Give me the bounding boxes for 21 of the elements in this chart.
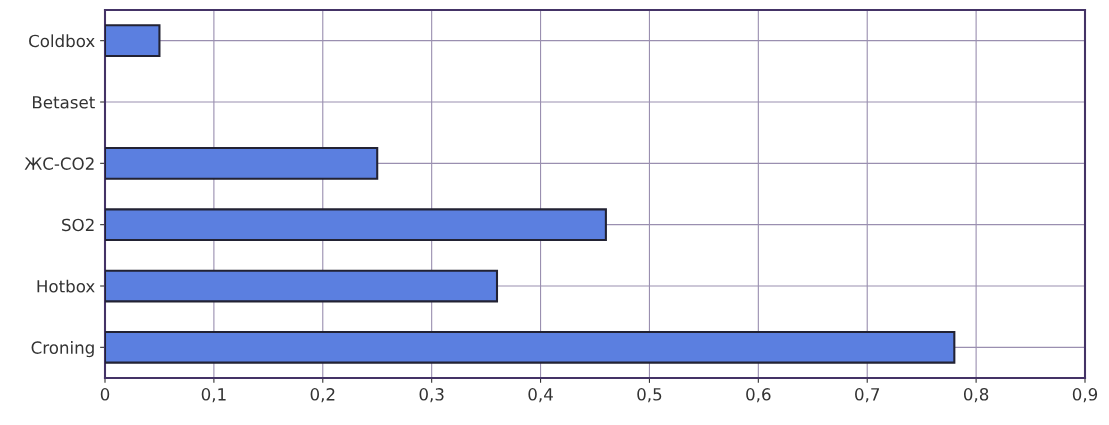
y-tick-label: SO2 [62, 218, 94, 232]
y-tick-label: Betaset [33, 96, 95, 109]
x-tick-label: 0,9 [1072, 388, 1098, 403]
bar [105, 208, 607, 242]
x-tick-label: 0,4 [528, 388, 553, 403]
x-tick-label: 0,1 [201, 388, 226, 403]
x-tick-label: 0,2 [310, 388, 335, 403]
x-tick-label: 0,3 [419, 388, 444, 403]
bar [105, 269, 499, 303]
y-tick-label: ЖС-CO2 [24, 157, 94, 170]
y-tick-label: Croning [31, 341, 94, 358]
x-tick-label: 0,6 [746, 388, 771, 403]
bar [105, 24, 161, 58]
x-tick-label: 0,5 [637, 388, 662, 403]
y-tick-label: Coldbox [29, 34, 95, 48]
x-tick-label: 0 [100, 388, 110, 401]
y-tick-label: Hotbox [37, 279, 95, 293]
x-tick-label: 0,8 [963, 388, 989, 403]
bar [105, 146, 379, 180]
bar [105, 330, 956, 364]
x-tick-label: 0,7 [855, 388, 880, 403]
